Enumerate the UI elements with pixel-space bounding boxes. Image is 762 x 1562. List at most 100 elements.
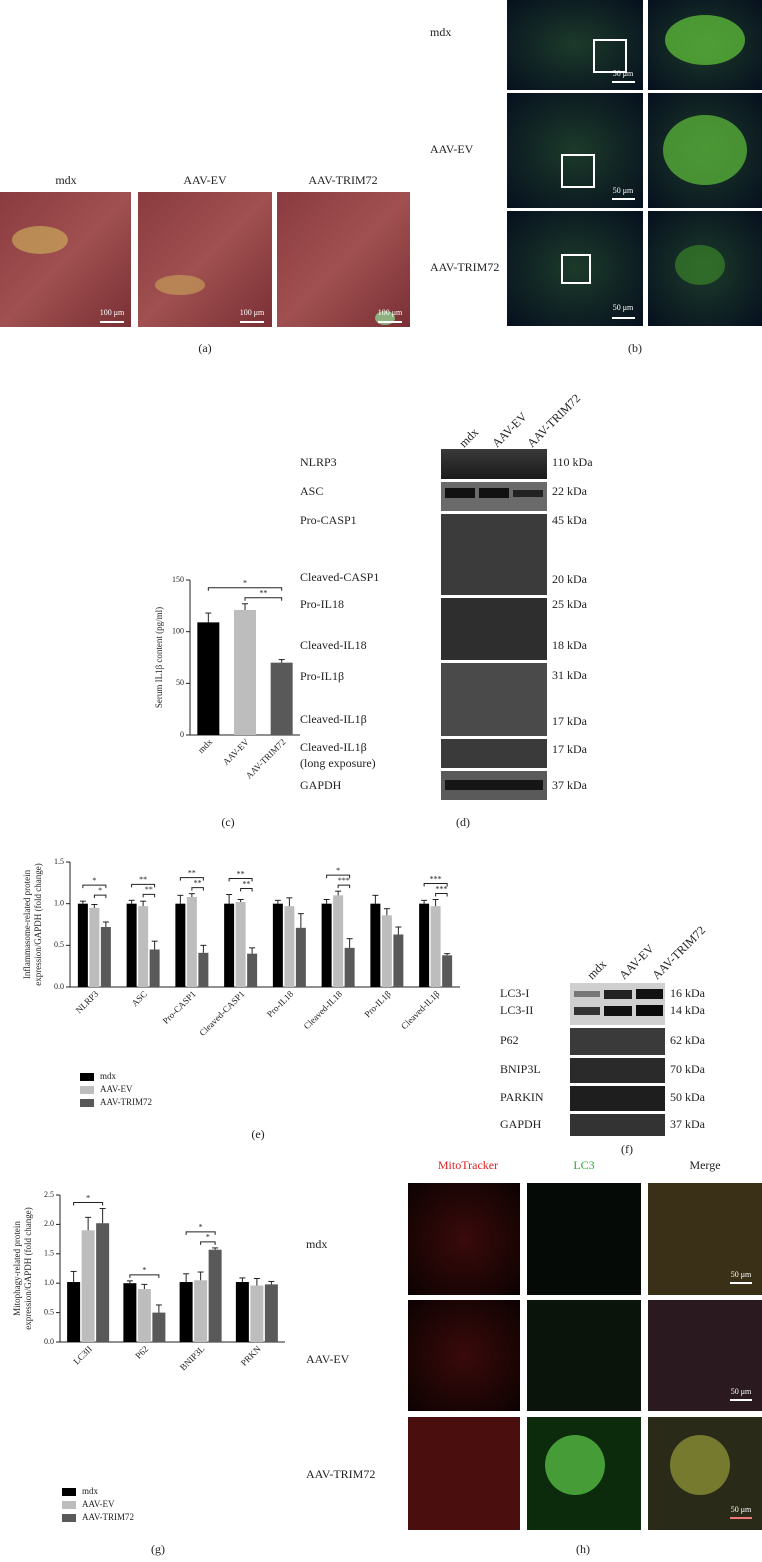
bar <box>234 609 256 735</box>
micrograph <box>408 1417 520 1530</box>
band <box>445 780 543 790</box>
title: mdx <box>55 173 76 187</box>
legend-label: mdx <box>100 1071 117 1081</box>
row-label: (long exposure) <box>300 756 376 770</box>
micrograph <box>648 1300 762 1411</box>
blot <box>441 514 547 595</box>
significance-label: * <box>142 1266 146 1275</box>
bar <box>430 906 441 987</box>
bar <box>137 1289 151 1342</box>
blot <box>441 663 547 736</box>
kda-label: 22 kDa <box>552 484 588 498</box>
bar <box>175 903 186 987</box>
blot <box>570 1114 665 1136</box>
panel-label: (a) <box>198 341 211 355</box>
micrograph <box>527 1183 641 1295</box>
band <box>604 990 632 999</box>
significance-label: *** <box>338 876 350 885</box>
micrograph <box>138 192 272 327</box>
bar <box>370 903 381 987</box>
signal <box>675 245 725 285</box>
x-tick-label: AAV-EV <box>221 736 251 766</box>
micrograph <box>408 1183 520 1295</box>
y-tick-label: 2.5 <box>44 1190 54 1199</box>
scale-label: 50 μm <box>731 1270 752 1279</box>
bar <box>381 915 392 987</box>
scale-label: 100 μm <box>378 308 403 317</box>
legend-label: AAV-EV <box>100 1084 133 1094</box>
scale-label: 50 μm <box>613 303 634 312</box>
stain <box>155 275 205 295</box>
bar <box>198 952 209 987</box>
band <box>479 488 509 498</box>
panel-label: (f) <box>621 1142 633 1156</box>
panel-label: (c) <box>221 815 234 829</box>
band <box>574 991 600 997</box>
y-tick-label: 150 <box>172 575 184 584</box>
x-tick-label: ASC <box>130 989 149 1008</box>
row-label: Cleaved-IL1β <box>300 740 367 754</box>
significance-bracket <box>326 874 351 879</box>
legend-label: AAV-EV <box>82 1499 115 1509</box>
significance-bracket <box>129 1274 160 1278</box>
band <box>445 488 475 498</box>
y-axis-label: expression/GAPDH (fold change) <box>33 863 43 985</box>
significance-label: * <box>92 876 96 885</box>
significance-label: * <box>86 1193 90 1202</box>
y-axis-label: Inflammasome-related protein <box>22 869 32 979</box>
y-tick-label: 1.5 <box>44 1249 54 1258</box>
y-tick-label: 0.0 <box>44 1337 54 1346</box>
bar <box>272 903 283 987</box>
scale-label: 50 μm <box>613 186 634 195</box>
scale-label: 50 μm <box>731 1505 752 1514</box>
x-tick-label: Cleaved-CASP1 <box>197 989 246 1038</box>
kda-label: 37 kDa <box>552 778 588 792</box>
bar <box>235 1282 249 1342</box>
significance-label: ** <box>242 879 250 888</box>
significance-bracket <box>191 887 204 891</box>
significance-bracket <box>244 597 283 601</box>
y-tick-label: 100 <box>172 626 184 635</box>
bar <box>152 1312 166 1342</box>
stain <box>12 226 68 254</box>
inset-box <box>593 39 627 73</box>
inset-box <box>561 154 595 188</box>
scale-label: 50 μm <box>613 69 634 78</box>
bar <box>208 1249 222 1342</box>
legend-label: AAV-TRIM72 <box>82 1512 134 1522</box>
panel-label: (h) <box>576 1542 590 1556</box>
significance-bracket <box>179 877 204 881</box>
panel-label: (e) <box>251 1127 264 1141</box>
blot <box>570 1058 665 1083</box>
bar <box>81 1230 95 1342</box>
bar <box>344 947 355 987</box>
significance-bracket <box>93 894 107 899</box>
bar <box>235 902 246 987</box>
row-label: LC3-II <box>500 1003 533 1017</box>
blot <box>570 1028 665 1055</box>
legend-label: AAV-TRIM72 <box>100 1097 152 1107</box>
y-tick-label: 50 <box>176 678 184 687</box>
legend-label: mdx <box>82 1486 99 1496</box>
blot <box>441 449 547 479</box>
x-tick-label: Cleaved-IL1β <box>399 989 442 1032</box>
panel-h: MitoTracker LC3 Merge mdx AAV-EV AAV-TRI… <box>306 1158 762 1556</box>
row-label: ASC <box>300 484 323 498</box>
significance-bracket <box>131 883 156 888</box>
row-label: NLRP3 <box>300 455 337 469</box>
bar <box>270 662 293 735</box>
row-label: Pro-IL1β <box>300 669 344 683</box>
y-axis-label: expression/GAPDH (fold change) <box>23 1207 33 1329</box>
kda-label: 62 kDa <box>670 1033 706 1047</box>
kda-label: 31 kDa <box>552 668 588 682</box>
blot <box>441 739 547 768</box>
significance-label: *** <box>430 874 442 883</box>
y-tick-label: 2.0 <box>44 1219 54 1228</box>
significance-bracket <box>142 893 156 898</box>
kda-label: 18 kDa <box>552 638 588 652</box>
significance-bracket <box>82 884 107 889</box>
row-label: AAV-TRIM72 <box>306 1467 375 1481</box>
y-tick-label: 0.5 <box>44 1307 54 1316</box>
micrograph <box>648 1183 762 1295</box>
